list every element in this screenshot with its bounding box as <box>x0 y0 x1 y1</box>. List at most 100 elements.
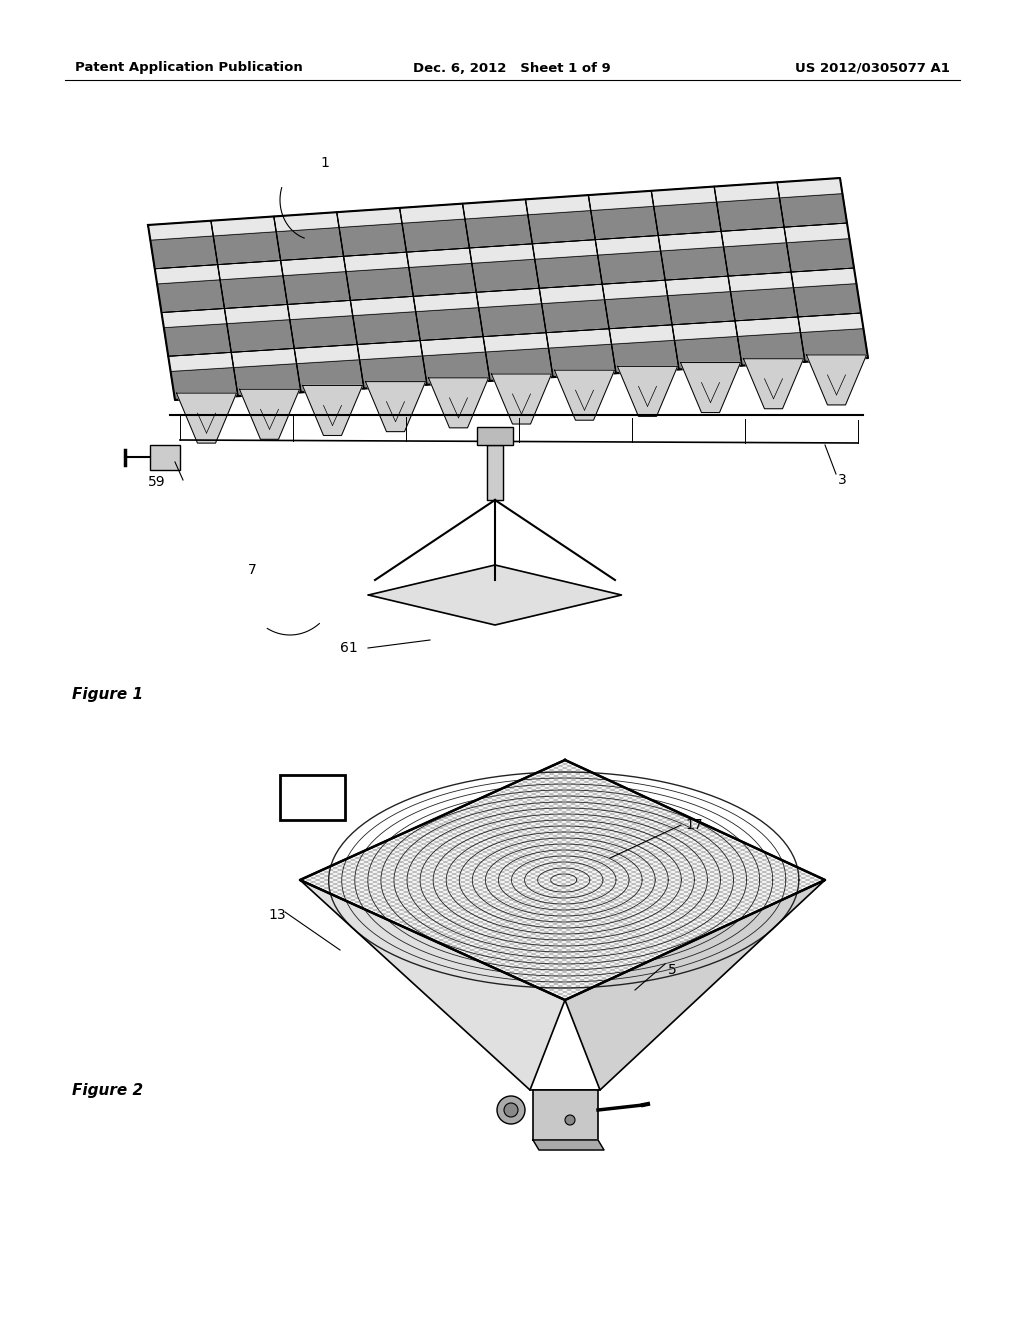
Polygon shape <box>151 236 218 269</box>
Text: 17: 17 <box>685 818 702 832</box>
Polygon shape <box>148 220 213 240</box>
Polygon shape <box>423 352 490 384</box>
Polygon shape <box>171 368 238 400</box>
Text: 59: 59 <box>148 475 166 488</box>
Polygon shape <box>483 333 549 352</box>
Text: Figure 2: Figure 2 <box>72 1082 143 1097</box>
Polygon shape <box>472 259 540 292</box>
Polygon shape <box>469 244 535 264</box>
Polygon shape <box>617 367 678 416</box>
Polygon shape <box>527 211 595 244</box>
Polygon shape <box>672 321 737 341</box>
Polygon shape <box>786 239 854 272</box>
Polygon shape <box>369 565 622 624</box>
Polygon shape <box>346 268 414 301</box>
Circle shape <box>504 1104 518 1117</box>
Polygon shape <box>283 272 350 305</box>
Bar <box>477 426 513 445</box>
Text: 1: 1 <box>319 156 329 170</box>
Text: Dec. 6, 2012   Sheet 1 of 9: Dec. 6, 2012 Sheet 1 of 9 <box>413 62 611 74</box>
Polygon shape <box>273 213 339 232</box>
Polygon shape <box>540 284 604 304</box>
Polygon shape <box>350 296 416 315</box>
Polygon shape <box>611 341 679 374</box>
Polygon shape <box>598 251 666 284</box>
Polygon shape <box>724 243 792 276</box>
Polygon shape <box>792 268 856 288</box>
Polygon shape <box>414 292 478 312</box>
Polygon shape <box>595 235 660 255</box>
Text: Patent Application Publication: Patent Application Publication <box>75 62 303 74</box>
Polygon shape <box>168 352 233 371</box>
Polygon shape <box>668 292 735 325</box>
Text: 61: 61 <box>340 642 357 655</box>
Polygon shape <box>735 317 801 337</box>
Polygon shape <box>300 760 825 1001</box>
Circle shape <box>565 1115 575 1125</box>
Polygon shape <box>211 216 276 236</box>
Polygon shape <box>352 312 420 345</box>
Polygon shape <box>534 1140 604 1150</box>
Polygon shape <box>653 202 721 235</box>
Polygon shape <box>589 191 653 211</box>
Polygon shape <box>532 240 598 259</box>
Polygon shape <box>714 182 779 202</box>
Polygon shape <box>416 308 483 341</box>
Polygon shape <box>420 337 485 356</box>
Polygon shape <box>721 227 786 247</box>
Polygon shape <box>213 232 281 264</box>
Polygon shape <box>399 203 465 223</box>
Polygon shape <box>717 198 784 231</box>
Polygon shape <box>546 329 611 348</box>
Polygon shape <box>428 378 488 428</box>
Bar <box>280 775 345 820</box>
Polygon shape <box>294 345 359 364</box>
Polygon shape <box>743 359 804 409</box>
Polygon shape <box>231 348 297 368</box>
Text: 5: 5 <box>668 964 677 977</box>
Text: US 2012/0305077 A1: US 2012/0305077 A1 <box>795 62 950 74</box>
Polygon shape <box>602 280 668 300</box>
Polygon shape <box>555 370 614 420</box>
Polygon shape <box>155 264 220 284</box>
Polygon shape <box>233 364 301 396</box>
Text: 7: 7 <box>248 564 257 577</box>
Polygon shape <box>465 215 532 248</box>
Polygon shape <box>609 325 675 345</box>
Polygon shape <box>675 337 742 370</box>
Polygon shape <box>176 393 237 444</box>
Polygon shape <box>807 355 866 405</box>
Polygon shape <box>549 345 616 378</box>
Bar <box>534 1090 598 1140</box>
Polygon shape <box>359 356 427 388</box>
Polygon shape <box>478 304 546 337</box>
Polygon shape <box>148 178 868 400</box>
Polygon shape <box>224 305 290 323</box>
Polygon shape <box>728 272 794 292</box>
Polygon shape <box>784 223 850 243</box>
Polygon shape <box>343 252 409 272</box>
Polygon shape <box>220 276 288 309</box>
Polygon shape <box>525 195 591 215</box>
Polygon shape <box>660 247 728 280</box>
Polygon shape <box>302 385 362 436</box>
Polygon shape <box>227 319 294 352</box>
Polygon shape <box>402 219 469 252</box>
Polygon shape <box>779 194 847 227</box>
Polygon shape <box>535 255 602 288</box>
Polygon shape <box>777 178 843 198</box>
Polygon shape <box>487 445 503 500</box>
Polygon shape <box>565 880 825 1090</box>
Polygon shape <box>337 209 402 227</box>
Polygon shape <box>288 301 352 319</box>
Polygon shape <box>730 288 798 321</box>
Polygon shape <box>218 260 283 280</box>
Polygon shape <box>290 315 357 348</box>
Circle shape <box>497 1096 525 1125</box>
Polygon shape <box>604 296 672 329</box>
Text: Figure 1: Figure 1 <box>72 688 143 702</box>
Polygon shape <box>591 206 658 240</box>
Polygon shape <box>492 374 552 424</box>
Polygon shape <box>798 313 863 333</box>
Polygon shape <box>666 276 730 296</box>
